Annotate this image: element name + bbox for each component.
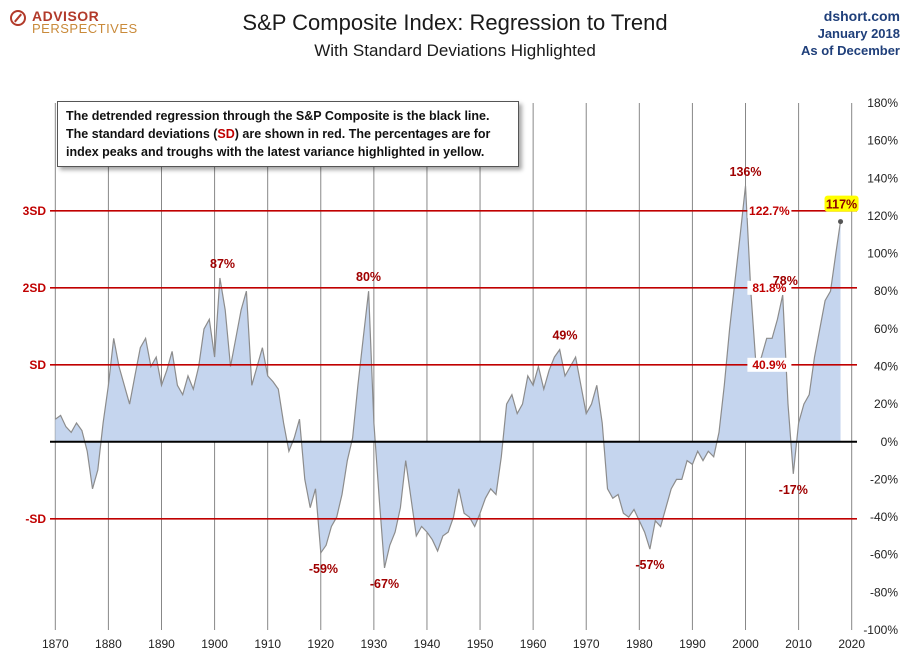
sd-value-label-bg [747, 357, 792, 372]
y-tick-label: -100% [863, 623, 898, 637]
x-tick-label: 2010 [785, 637, 812, 651]
x-tick-label: 1900 [201, 637, 228, 651]
brand-line1: ADVISOR [32, 8, 100, 24]
y-tick-label: 60% [874, 322, 898, 336]
source-as-of: As of December [801, 43, 900, 58]
peak-trough-annotation: 80% [356, 270, 381, 284]
sd-value-label-bg [747, 280, 792, 295]
x-tick-label: 1920 [307, 637, 334, 651]
chart-title: S&P Composite Index: Regression to Trend [242, 10, 668, 35]
y-tick-label: 140% [867, 171, 898, 185]
note-line2-before: The standard deviations ( [66, 127, 218, 141]
brand-line2: PERSPECTIVES [32, 21, 138, 36]
compass-icon [10, 10, 26, 26]
y-tick-label: 100% [867, 247, 898, 261]
x-tick-label: 2020 [838, 637, 865, 651]
chart-subtitle: With Standard Deviations Highlighted [314, 41, 596, 60]
note-sd-word: SD [217, 127, 235, 141]
sd-value-label-bg [747, 203, 792, 218]
series-line [54, 185, 842, 569]
series-area [55, 185, 841, 568]
x-tick-label: 1930 [361, 637, 388, 651]
x-tick-label: 1970 [573, 637, 600, 651]
note-line3: index peaks and troughs with the latest … [66, 145, 485, 159]
y-tick-label: -40% [870, 510, 898, 524]
x-tick-label: 1950 [467, 637, 494, 651]
peak-trough-annotation: 87% [210, 257, 235, 271]
y-tick-label: 160% [867, 134, 898, 148]
sd-line-label: -SD [25, 512, 46, 526]
latest-highlight [824, 195, 859, 212]
y-tick-label: -20% [870, 472, 898, 486]
sd-value-label: 122.7% [749, 204, 790, 218]
peak-trough-annotation: -57% [635, 558, 664, 572]
note-line1: The detrended regression through the S&P… [66, 109, 490, 123]
x-tick-label: 2000 [732, 637, 759, 651]
x-tick-label: 1990 [679, 637, 706, 651]
y-tick-label: 180% [867, 96, 898, 110]
y-tick-label: 0% [881, 435, 899, 449]
peak-trough-annotation: 78% [773, 274, 798, 288]
x-tick-label: 1890 [148, 637, 175, 651]
y-tick-label: 80% [874, 284, 898, 298]
x-tick-label: 1880 [95, 637, 122, 651]
sd-value-label: 81.8% [752, 281, 786, 295]
x-tick-label: 1870 [42, 637, 69, 651]
latest-annotation: 117% [826, 198, 857, 212]
y-tick-label: 120% [867, 209, 898, 223]
peak-trough-annotation: 136% [730, 165, 762, 179]
sd-value-label: 40.9% [752, 358, 786, 372]
y-tick-label: 20% [874, 397, 898, 411]
source-site: dshort.com [823, 8, 900, 24]
chart-note: The detrended regression through the S&P… [57, 101, 519, 167]
source-block: dshort.com January 2018 As of December [801, 8, 900, 59]
peak-trough-annotation: -59% [309, 562, 338, 576]
source-date: January 2018 [817, 26, 900, 41]
x-tick-label: 1940 [414, 637, 441, 651]
y-tick-label: 40% [874, 360, 898, 374]
peak-trough-annotation: 49% [552, 329, 577, 343]
sd-line-label: 3SD [23, 204, 47, 218]
latest-point-marker [838, 219, 844, 225]
peak-trough-annotation: -17% [779, 483, 808, 497]
y-tick-label: -80% [870, 585, 898, 599]
x-tick-label: 1960 [520, 637, 547, 651]
x-tick-label: 1910 [254, 637, 281, 651]
y-tick-label: -60% [870, 548, 898, 562]
note-line2: The standard deviations (SD) are shown i… [66, 125, 510, 143]
x-tick-label: 1980 [626, 637, 653, 651]
note-line2-after: ) are shown in red. The percentages are … [234, 127, 491, 141]
sd-line-label: 2SD [23, 281, 47, 295]
sd-line-label: SD [29, 358, 46, 372]
peak-trough-annotation: -67% [370, 577, 399, 591]
